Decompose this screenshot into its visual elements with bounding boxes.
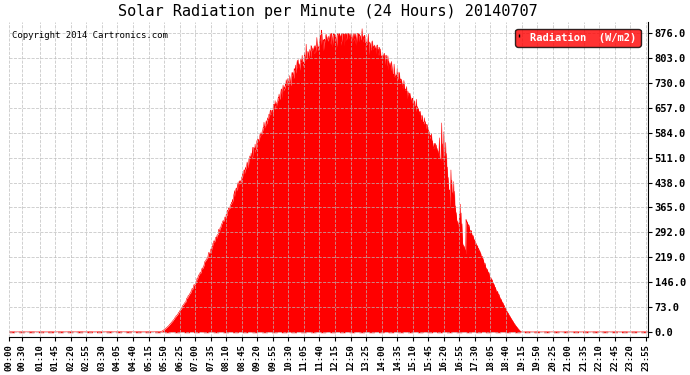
Text: Copyright 2014 Cartronics.com: Copyright 2014 Cartronics.com (12, 31, 168, 40)
Legend: Radiation  (W/m2): Radiation (W/m2) (515, 28, 641, 47)
Title: Solar Radiation per Minute (24 Hours) 20140707: Solar Radiation per Minute (24 Hours) 20… (118, 4, 538, 19)
